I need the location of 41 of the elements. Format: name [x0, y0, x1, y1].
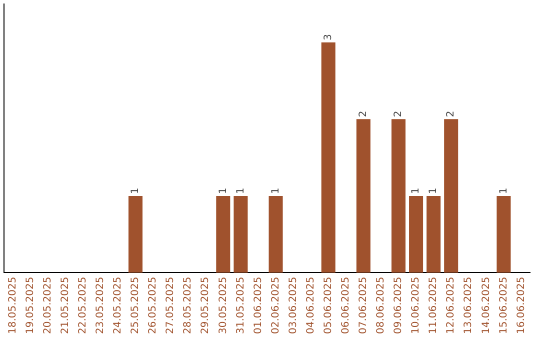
x-tick-label: 18.05.2025 [7, 276, 18, 334]
x-tick-label: 15.06.2025 [498, 276, 510, 334]
x-tick-label: 23.05.2025 [95, 276, 106, 334]
x-tick-label: 02.06.2025 [270, 276, 282, 334]
data-label: 2 [393, 110, 404, 118]
x-tick-label: 13.06.2025 [463, 276, 474, 334]
x-tick-label: 26.05.2025 [148, 276, 159, 334]
data-label: 1 [218, 188, 229, 194]
data-label: 1 [235, 188, 246, 194]
x-tick-label: 29.05.2025 [200, 276, 212, 334]
x-tick-label: 27.05.2025 [165, 276, 176, 334]
x-tick-label: 28.05.2025 [182, 276, 194, 334]
x-tick-label: 19.05.2025 [24, 276, 36, 334]
data-label: 2 [446, 110, 457, 118]
x-tick-label: 25.05.2025 [130, 276, 142, 334]
x-tick-label: 31.05.2025 [235, 276, 246, 334]
x-tick-label: 11.06.2025 [428, 276, 440, 334]
data-label: 3 [322, 34, 334, 40]
data-label: 1 [270, 188, 282, 194]
x-tick-label: 16.06.2025 [516, 276, 527, 334]
x-tick-label: 08.06.2025 [376, 276, 387, 334]
x-tick-label: 06.06.2025 [340, 276, 352, 334]
x-tick-label: 05.06.2025 [322, 276, 334, 334]
x-tick-label: 14.06.2025 [480, 276, 492, 334]
x-tick-label: 12.06.2025 [446, 276, 457, 334]
data-label: 2 [358, 110, 370, 118]
data-label: 1 [410, 188, 422, 194]
x-tick-label: 04.06.2025 [305, 276, 316, 334]
x-tick-label: 10.06.2025 [410, 276, 422, 334]
data-label: 1 [130, 188, 142, 194]
x-tick-label: 30.05.2025 [218, 276, 229, 334]
x-tick-label: 03.06.2025 [288, 276, 299, 334]
data-label: 1 [428, 188, 440, 194]
data-label: 1 [498, 188, 510, 194]
x-tick-label: 01.06.2025 [252, 276, 264, 334]
x-tick-label: 24.05.2025 [112, 276, 124, 334]
x-tick-label: 22.05.2025 [77, 276, 88, 334]
x-tick-label: 09.06.2025 [393, 276, 404, 334]
x-tick-label: 07.06.2025 [358, 276, 370, 334]
x-tick-label: 20.05.2025 [42, 276, 54, 334]
x-tick-label: 21.05.2025 [60, 276, 71, 334]
